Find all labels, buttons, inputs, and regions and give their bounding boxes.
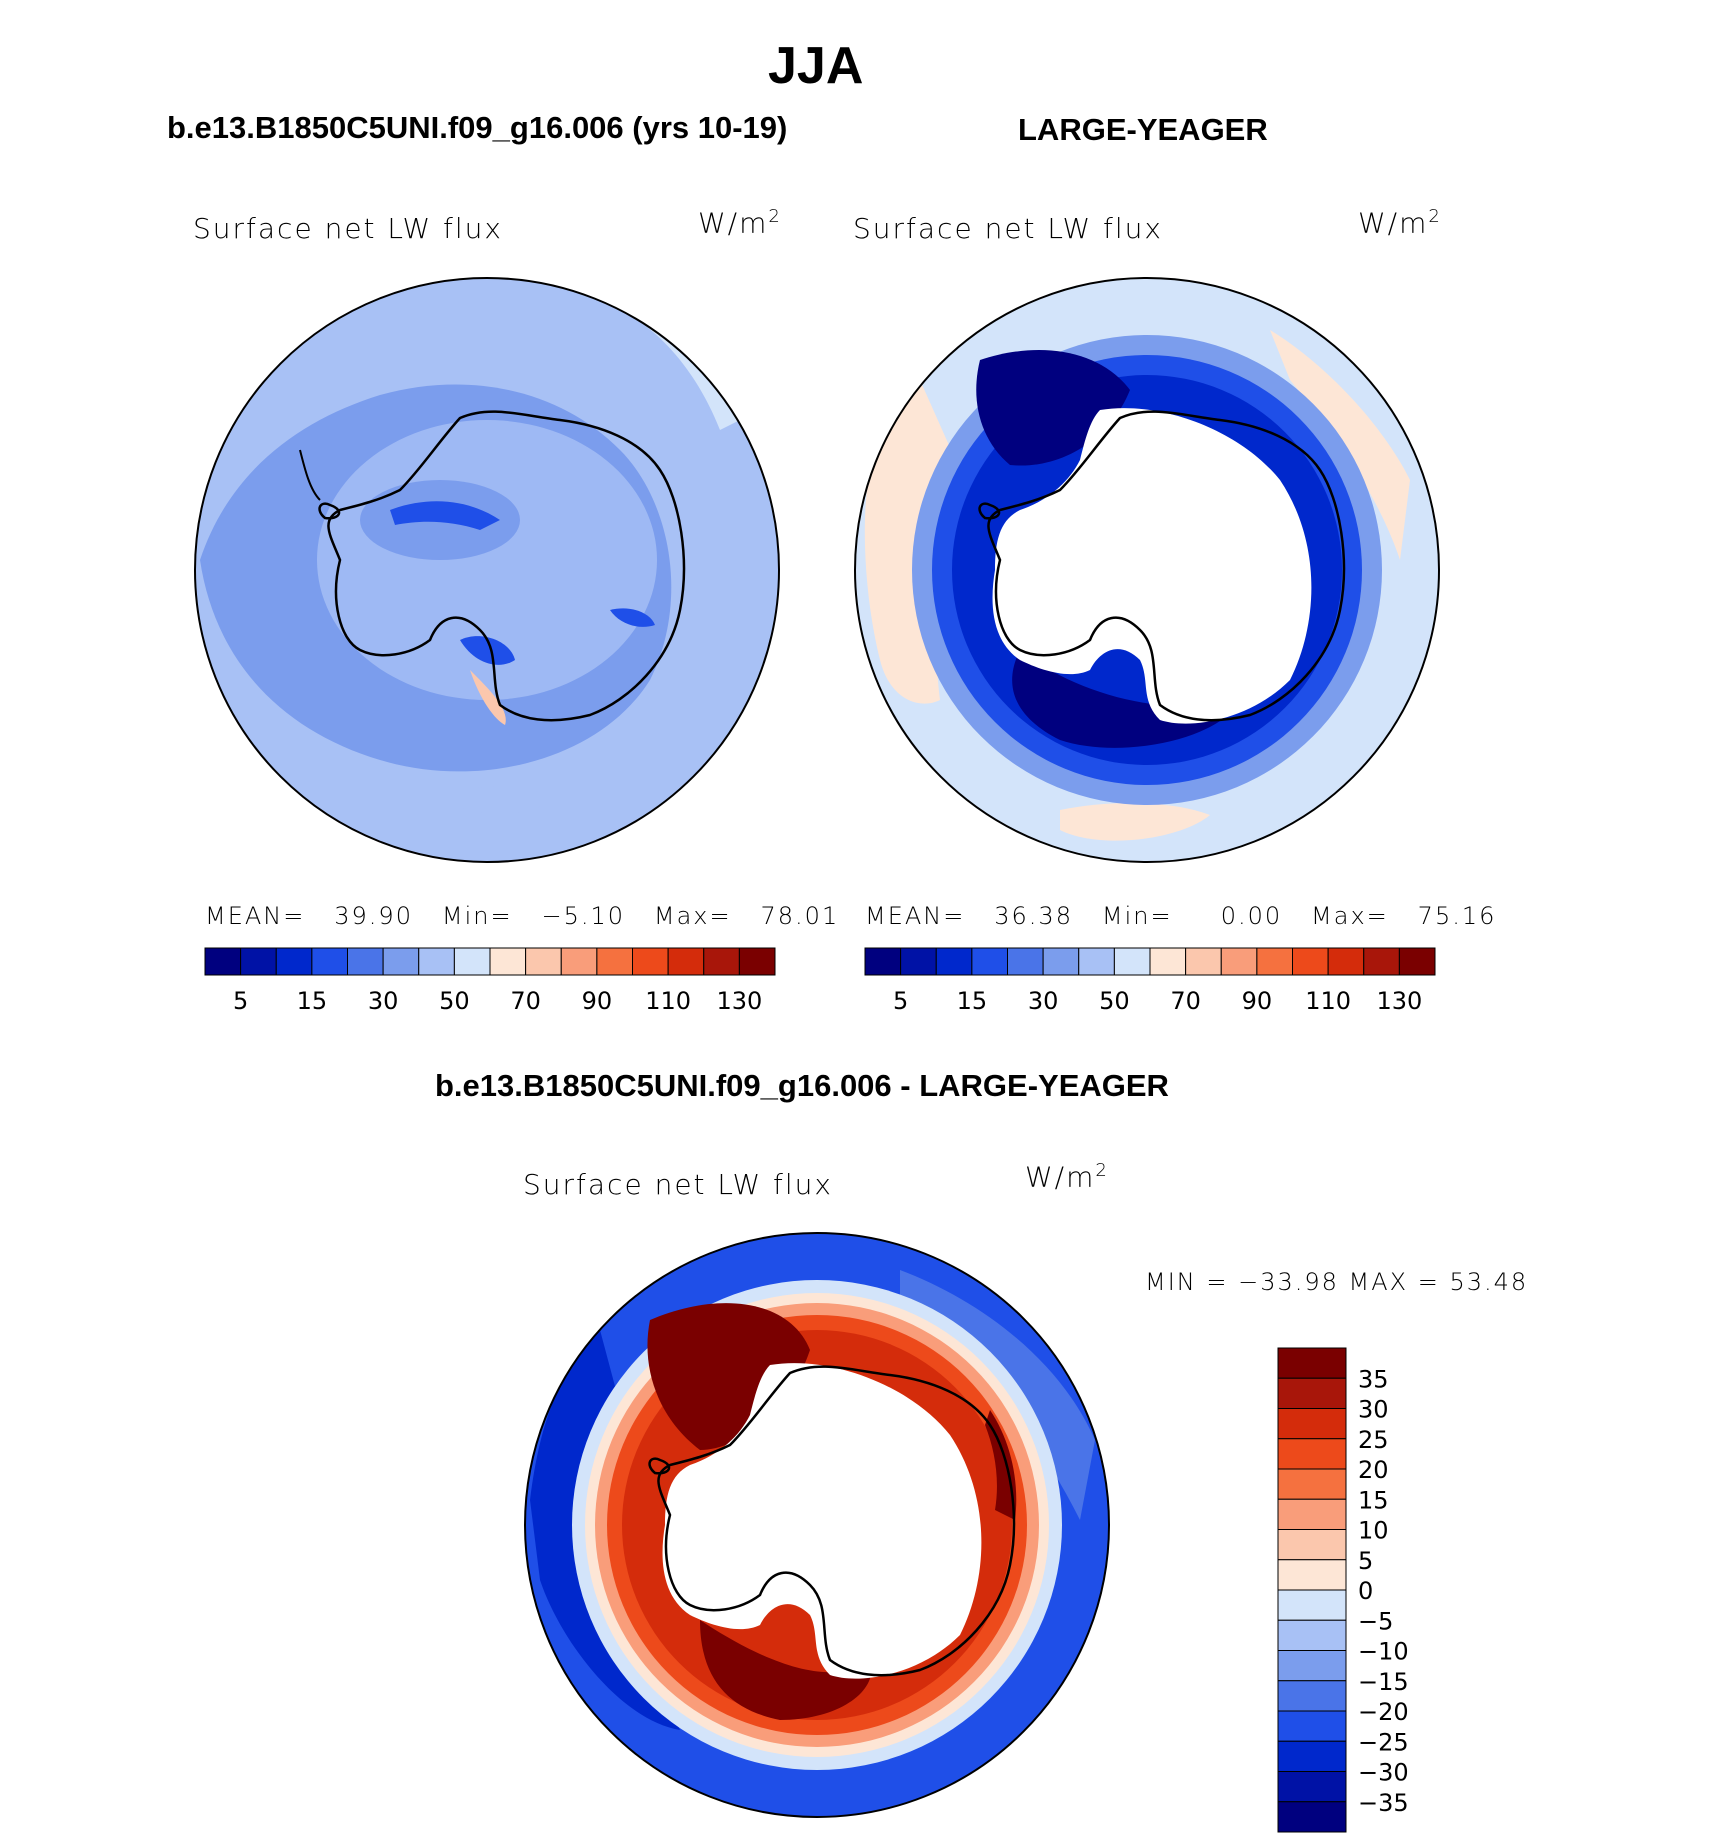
diff-colorbar-swatch [1277, 1408, 1347, 1440]
panel2-colorbar-swatch [1327, 947, 1365, 976]
panel2-colorbar-swatch [1185, 947, 1222, 976]
panel2-colorbar-tick-label: 5 [893, 987, 908, 1015]
panel1-colorbar-swatch [453, 947, 491, 976]
diff-colorbar-tick-label: −25 [1358, 1728, 1409, 1756]
diff-colorbar-swatch [1277, 1498, 1347, 1530]
panel1-colorbar-swatch [738, 947, 776, 976]
diff-colorbar-tick-label: 0 [1358, 1577, 1373, 1605]
panel1-colorbar-swatch [347, 947, 384, 976]
diff-colorbar-swatch [1277, 1347, 1347, 1379]
panel2-colorbar-swatch [1363, 947, 1400, 976]
diff-colorbar-swatch [1277, 1468, 1347, 1500]
panel2-colorbar-swatch [900, 947, 937, 976]
panel2-colorbar-swatch [864, 947, 902, 976]
panel2-colorbar-swatch [1256, 947, 1293, 976]
panel1-colorbar-swatch [204, 947, 242, 976]
diff-variable-label: Surface net LW flux [523, 1168, 833, 1201]
panel1-colorbar-tick-label: 110 [645, 987, 691, 1015]
diff-colorbar-swatch [1277, 1559, 1347, 1591]
panel1-variable-label: Surface net LW flux [193, 212, 503, 245]
panel1-colorbar-swatch [525, 947, 562, 976]
diff-colorbar-swatch [1277, 1801, 1347, 1833]
diff-colorbar-swatch [1277, 1771, 1347, 1803]
panel2-colorbar-swatch [1398, 947, 1436, 976]
panel2-colorbar-tick-label: 130 [1376, 987, 1422, 1015]
panel2-colorbar-swatch [1220, 947, 1258, 976]
diff-colorbar-swatch [1277, 1710, 1347, 1742]
panel2-colorbar-tick-label: 110 [1305, 987, 1351, 1015]
diff-colorbar-tick-label: 10 [1358, 1517, 1389, 1545]
diff-colorbar-tick-label: 20 [1358, 1456, 1389, 1484]
diff-units: W/m2 [1025, 1160, 1109, 1194]
diff-colorbar-tick-label: −5 [1358, 1607, 1393, 1635]
diff-colorbar-tick-label: −10 [1358, 1638, 1409, 1666]
diff-colorbar-tick-label: 15 [1358, 1486, 1389, 1514]
diff-colorbar-swatch [1277, 1650, 1347, 1682]
diff-colorbar-swatch [1277, 1619, 1347, 1651]
diff-colorbar-swatch [1277, 1438, 1347, 1470]
panel2-colorbar-swatch [935, 947, 973, 976]
panel2-colorbar-swatch [1292, 947, 1329, 976]
diff-case-title: b.e13.B1850C5UNI.f09_g16.006 - LARGE-YEA… [435, 1068, 1169, 1103]
panel2-colorbar-tick-label: 90 [1242, 987, 1273, 1015]
diff-colorbar-swatch [1277, 1377, 1347, 1409]
panel1-colorbar-swatch [667, 947, 705, 976]
panel2-colorbar-tick-label: 30 [1028, 987, 1059, 1015]
diff-minmax: MIN = −33.98 MAX = 53.48 [1145, 1268, 1529, 1296]
diff-colorbar-tick-label: 35 [1358, 1365, 1389, 1393]
panel1-colorbar-swatch [596, 947, 633, 976]
panel2-colorbar-tick-label: 70 [1170, 987, 1201, 1015]
panel1-units: W/m2 [698, 206, 782, 240]
panel2-stats: MEAN= 36.38 Min= 0.00 Max= 75.16 [865, 902, 1497, 930]
panel1-case-title: b.e13.B1850C5UNI.f09_g16.006 (yrs 10-19) [167, 110, 788, 145]
diff-colorbar-tick-label: −30 [1358, 1759, 1409, 1787]
panel1-colorbar-swatch [240, 947, 277, 976]
season-title: JJA [768, 37, 864, 95]
diff-colorbar-swatch [1277, 1680, 1347, 1712]
panel1-colorbar-swatch [382, 947, 420, 976]
panel2-colorbar-tick-label: 50 [1099, 987, 1130, 1015]
diff-colorbar-swatch [1277, 1589, 1347, 1621]
diff-colorbar-tick-label: 30 [1358, 1396, 1389, 1424]
panel1-colorbar-swatch [632, 947, 669, 976]
panel2-colorbar-swatch [1149, 947, 1187, 976]
panel1-colorbar-tick-label: 5 [233, 987, 248, 1015]
panel1-colorbar-tick-label: 15 [297, 987, 328, 1015]
panel1-colorbar-tick-label: 50 [439, 987, 470, 1015]
diff-colorbar-tick-label: −20 [1358, 1698, 1409, 1726]
diff-colorbar-tick-label: −35 [1358, 1789, 1409, 1817]
panel1-colorbar-tick-label: 130 [716, 987, 762, 1015]
diff-colorbar-tick-label: 5 [1358, 1547, 1373, 1575]
panel1-stats: MEAN= 39.90 Min= −5.10 Max= 78.01 [205, 902, 840, 930]
panel1-colorbar-swatch [311, 947, 348, 976]
panel1-colorbar-tick-label: 30 [368, 987, 399, 1015]
diff-colorbar-tick-label: −15 [1358, 1668, 1409, 1696]
panel2-case-title: LARGE-YEAGER [1018, 112, 1268, 147]
panel1-colorbar-swatch [703, 947, 740, 976]
diff-colorbar-swatch [1277, 1740, 1347, 1772]
panel2-variable-label: Surface net LW flux [853, 212, 1163, 245]
panel1-colorbar-tick-label: 90 [582, 987, 613, 1015]
diff-colorbar-tick-label: 25 [1358, 1426, 1389, 1454]
diff-colorbar-swatch [1277, 1529, 1347, 1561]
panel1-colorbar-swatch [418, 947, 455, 976]
panel2-colorbar-tick-label: 15 [957, 987, 988, 1015]
panel2-units: W/m2 [1358, 206, 1442, 240]
panel1-colorbar-tick-label: 70 [510, 987, 541, 1015]
panel2-colorbar-swatch [1007, 947, 1044, 976]
